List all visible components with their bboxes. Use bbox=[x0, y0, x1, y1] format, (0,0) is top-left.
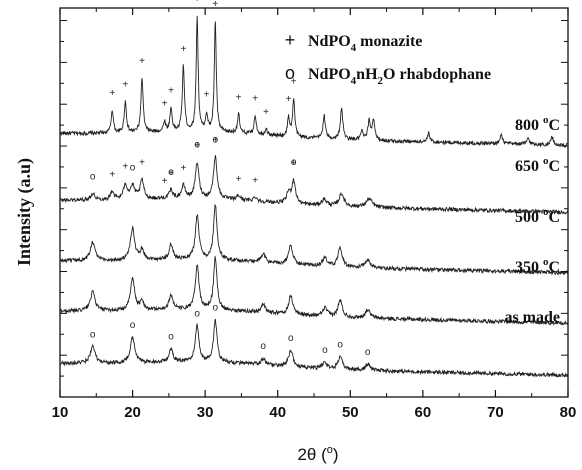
x-axis-title-close: ) bbox=[333, 445, 339, 464]
legend-text-part: monazite bbox=[356, 33, 422, 50]
monazite-marker: + bbox=[236, 92, 242, 103]
monazite-marker: + bbox=[194, 141, 200, 152]
series-line-2 bbox=[59, 203, 569, 276]
rhabdophane-marker: o bbox=[260, 341, 266, 352]
monazite-marker: + bbox=[180, 163, 186, 174]
series-label-degree: o bbox=[543, 256, 549, 268]
x-tick-label: 50 bbox=[342, 404, 359, 421]
rhabdophane-marker: o bbox=[213, 134, 219, 145]
series-line-3 bbox=[59, 256, 569, 326]
rhabdophane-marker: o bbox=[337, 339, 343, 350]
series-label-text: 800 bbox=[515, 117, 543, 134]
peak-markers: +++++++++++++++++++++++++ooooooooooooooo… bbox=[90, 0, 371, 358]
series-label-1: 650 oC bbox=[515, 155, 560, 175]
series-label-unit: C bbox=[548, 209, 560, 226]
monazite-marker: + bbox=[194, 0, 200, 5]
monazite-marker: + bbox=[212, 135, 218, 146]
x-tick-label: 20 bbox=[124, 404, 141, 421]
series-label-text: 650 bbox=[515, 158, 543, 175]
x-tick-label: 70 bbox=[487, 404, 504, 421]
series-label-text: as made bbox=[504, 309, 560, 326]
series-label-0: 800 oC bbox=[515, 114, 560, 134]
x-tick-label: 40 bbox=[269, 404, 286, 421]
legend-symbol-0: + bbox=[285, 30, 296, 50]
monazite-marker: + bbox=[286, 94, 292, 105]
legend-text-part: NdPO bbox=[308, 66, 351, 83]
series-label-3: 350 oC bbox=[515, 256, 560, 276]
monazite-marker: + bbox=[168, 86, 174, 97]
legend-label-1: NdPO4nH2O rhabdophane bbox=[308, 66, 491, 87]
monazite-marker: + bbox=[204, 90, 210, 101]
legend-subscript: 4 bbox=[351, 75, 357, 87]
y-axis-title: Intensity (a.u) bbox=[14, 158, 35, 266]
rhabdophane-marker: o bbox=[291, 157, 297, 168]
rhabdophane-marker: o bbox=[130, 320, 136, 331]
x-tick-label: 10 bbox=[52, 404, 69, 421]
rhabdophane-marker: o bbox=[194, 140, 200, 151]
rhabdophane-marker: o bbox=[288, 333, 294, 344]
x-axis-title: 2θ (o) bbox=[297, 444, 338, 464]
monazite-marker: + bbox=[122, 79, 128, 90]
monazite-marker: + bbox=[252, 175, 258, 186]
series-label-unit: C bbox=[548, 259, 560, 276]
x-tick-label: 30 bbox=[197, 404, 214, 421]
monazite-marker: + bbox=[139, 158, 145, 169]
x-tick-label: 60 bbox=[415, 404, 432, 421]
series-label-text: 350 bbox=[515, 259, 543, 276]
series-label-unit: C bbox=[548, 117, 560, 134]
legend-subscript: 4 bbox=[351, 42, 357, 54]
x-tick-label: 80 bbox=[560, 404, 577, 421]
rhabdophane-marker: o bbox=[130, 162, 136, 173]
monazite-marker: + bbox=[236, 174, 242, 185]
legend-text-part: O rhabdophane bbox=[383, 66, 491, 83]
monazite-marker: + bbox=[162, 98, 168, 109]
y-axis-ticks bbox=[60, 20, 568, 398]
monazite-marker: + bbox=[168, 168, 174, 179]
rhabdophane-marker: o bbox=[365, 347, 371, 358]
monazite-marker: + bbox=[291, 158, 297, 169]
series-label-unit: C bbox=[548, 158, 560, 175]
series-line-1 bbox=[59, 155, 569, 215]
monazite-marker: + bbox=[139, 56, 145, 67]
series-line-4 bbox=[59, 318, 569, 378]
curves bbox=[59, 15, 569, 378]
monazite-marker: + bbox=[291, 77, 297, 88]
legend-label-0: NdPO4 monazite bbox=[308, 33, 422, 54]
monazite-marker: + bbox=[212, 0, 218, 10]
series-label-4: as made bbox=[504, 309, 560, 326]
legend-subscript: 2 bbox=[378, 75, 384, 87]
x-axis-title-unit: o bbox=[327, 444, 333, 456]
monazite-marker: + bbox=[109, 88, 115, 99]
legend-symbol-1: o bbox=[285, 63, 295, 83]
rhabdophane-marker: o bbox=[168, 332, 174, 343]
rhabdophane-marker: o bbox=[194, 308, 200, 319]
monazite-marker: + bbox=[109, 169, 115, 180]
x-axis-ticks: 10 20 30 40 50 60 70 80 bbox=[52, 8, 577, 421]
monazite-marker: + bbox=[252, 94, 258, 105]
legend-text-part: nH bbox=[356, 66, 378, 83]
series-label-text: 500 bbox=[515, 209, 543, 226]
monazite-marker: + bbox=[180, 44, 186, 55]
rhabdophane-marker: o bbox=[90, 329, 96, 340]
series-label-degree: o bbox=[543, 206, 549, 218]
rhabdophane-marker: o bbox=[90, 171, 96, 182]
x-axis-title-main: 2θ ( bbox=[297, 445, 327, 464]
rhabdophane-marker: o bbox=[213, 303, 219, 314]
series-line-0 bbox=[59, 15, 568, 149]
monazite-marker: + bbox=[122, 161, 128, 172]
series-label-degree: o bbox=[543, 114, 549, 126]
rhabdophane-marker: o bbox=[322, 345, 328, 356]
legend-text-part: NdPO bbox=[308, 33, 351, 50]
monazite-marker: + bbox=[162, 176, 168, 187]
series-label-2: 500 oC bbox=[515, 206, 560, 226]
series-label-degree: o bbox=[543, 155, 549, 167]
rhabdophane-marker: o bbox=[168, 167, 174, 178]
monazite-marker: + bbox=[263, 107, 269, 118]
